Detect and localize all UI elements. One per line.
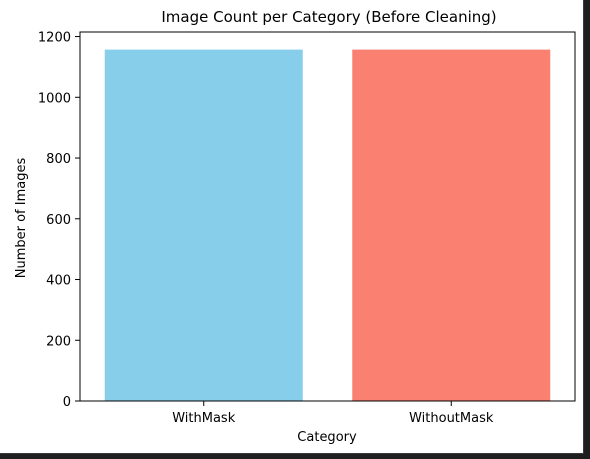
bar-withoutmask xyxy=(352,49,551,402)
y-tick-label: 0 xyxy=(63,395,71,410)
y-tick-label: 200 xyxy=(46,334,71,349)
bar-withmask xyxy=(104,49,303,402)
y-tick-label: 800 xyxy=(46,152,71,167)
x-tick-label-withmask: WithMask xyxy=(172,411,235,426)
x-axis-label: Category xyxy=(297,430,357,445)
x-axis-ticks: WithMask WithoutMask xyxy=(172,401,494,426)
chart-frame: Image Count per Category (Before Cleanin… xyxy=(0,0,584,454)
y-axis-label: Number of Images xyxy=(14,158,29,279)
y-tick-label: 1200 xyxy=(38,31,71,46)
plot-area-border xyxy=(79,31,576,402)
y-tick-label: 600 xyxy=(46,213,71,228)
y-tick-label: 400 xyxy=(46,274,71,289)
x-tick-label-withoutmask: WithoutMask xyxy=(409,411,494,426)
chart-title: Image Count per Category (Before Cleanin… xyxy=(161,8,496,26)
y-axis-ticks: 0 200 400 600 800 1000 1200 xyxy=(38,31,80,410)
y-tick-label: 1000 xyxy=(38,91,71,106)
bars-group xyxy=(104,49,551,402)
